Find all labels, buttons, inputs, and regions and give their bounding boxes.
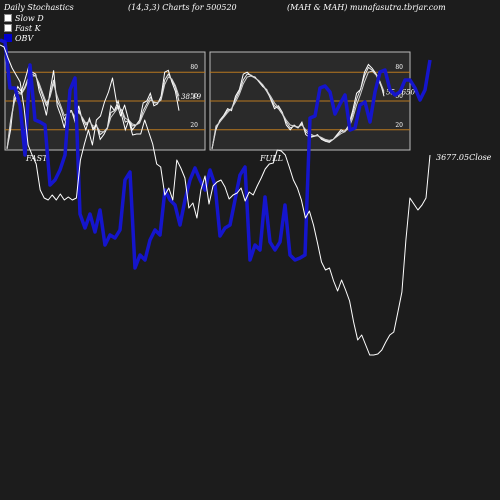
legend-label-slow-d: Slow D [15,14,44,23]
full-tick-label-20: 20 [395,122,403,129]
legend-label-obv: OBV [15,34,34,43]
full-series-1-line [211,66,385,150]
fast-series-2-line [6,75,180,150]
close-price-line [0,44,431,356]
fast-panel-label: FAST [26,154,48,163]
legend-label-fast-k: Fast K [15,24,41,33]
full-series-2-line [211,70,385,150]
legend-slow-d: Slow D [4,14,44,23]
chart-params: (14,3,3) Charts for 500520 [128,3,237,12]
close-value-label: 3677.05Close [436,153,492,162]
chart-title: Daily Stochastics [4,3,74,12]
full-tick-label-50: 50 [395,93,403,100]
fast-tick-label-50: 50 [190,93,198,100]
fast-series-0-line [6,66,180,150]
price-obv-panel: 3677.05Close [0,38,492,356]
legend-swatch-slow-d [4,14,12,22]
legend-fast-k: Fast K [4,24,41,33]
full-tick-label-80: 80 [395,64,403,71]
legend-swatch-fast-k [4,24,12,32]
fast-last-value-label: 38.19 [181,93,202,101]
obv-line [0,38,432,270]
fast-tick-label-20: 20 [190,122,198,129]
full-panel-label: FULL [260,154,283,163]
chart-source: (MAH & MAH) munafasutra.tbrjar.com [287,3,446,12]
legend-obv: OBV [4,34,33,43]
fast-tick-label-80: 80 [190,64,198,71]
legend-swatch-obv [4,34,12,42]
